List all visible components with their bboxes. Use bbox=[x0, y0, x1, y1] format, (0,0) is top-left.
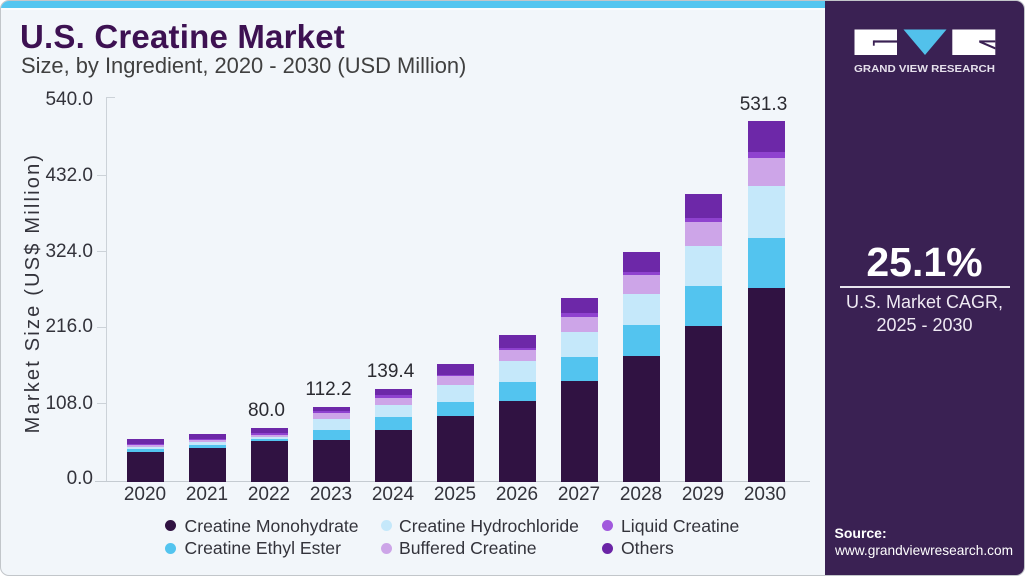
svg-text:GRAND VIEW RESEARCH: GRAND VIEW RESEARCH bbox=[854, 64, 995, 75]
